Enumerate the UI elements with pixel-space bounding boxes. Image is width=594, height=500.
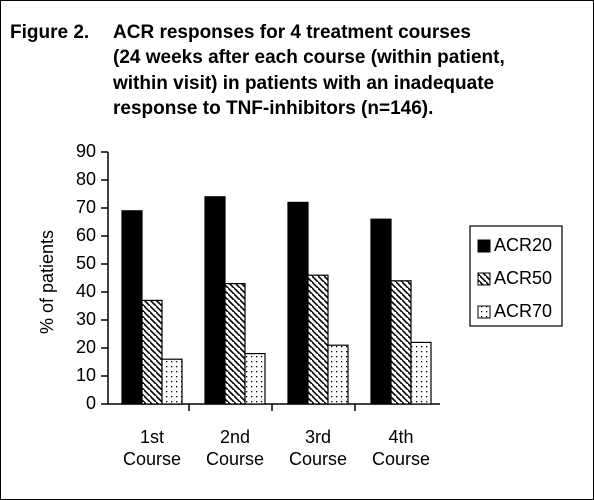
bar <box>204 196 226 405</box>
x-tick-label: 2nd Course <box>205 427 265 469</box>
y-tick-label: 70 <box>76 197 96 217</box>
legend-swatch <box>477 305 491 319</box>
y-tick-label: 40 <box>76 281 96 301</box>
y-tick-label: 80 <box>76 169 96 189</box>
y-tick-label: 90 <box>76 141 96 161</box>
bar <box>141 299 163 405</box>
y-axis-label: % of patients <box>37 230 57 334</box>
title-line: (24 weeks after each course (within pati… <box>113 47 505 68</box>
title-line: ACR responses for 4 treatment courses <box>113 22 471 43</box>
legend-label: ACR20 <box>494 235 552 255</box>
x-tick-label: 1st Course <box>122 427 182 469</box>
y-tick-label: 0 <box>86 393 96 413</box>
y-tick-label: 60 <box>76 225 96 245</box>
bar <box>244 353 266 405</box>
bar <box>161 358 183 405</box>
bar <box>370 218 392 405</box>
y-tick-label: 20 <box>76 337 96 357</box>
bar <box>410 341 432 405</box>
legend-label: ACR50 <box>494 268 552 288</box>
y-tick-label: 30 <box>76 309 96 329</box>
legend-swatch <box>477 239 491 253</box>
legend-label: ACR70 <box>494 301 552 321</box>
x-tick-label: 3rd Course <box>288 427 348 469</box>
figure-label: Figure 2. <box>10 22 89 43</box>
bar <box>307 274 329 405</box>
bar <box>287 201 309 405</box>
y-tick-label: 50 <box>76 253 96 273</box>
bar <box>390 280 412 405</box>
bar <box>121 210 143 405</box>
title-line: response to TNF-inhibitors (n=146). <box>113 98 433 119</box>
bar <box>327 344 349 405</box>
title-line: within visit) in patients with an inadeq… <box>112 73 494 94</box>
x-tick-label: 4th Course <box>371 427 431 469</box>
legend-swatch <box>477 272 491 286</box>
bar <box>224 283 246 405</box>
y-tick-label: 10 <box>76 365 96 385</box>
